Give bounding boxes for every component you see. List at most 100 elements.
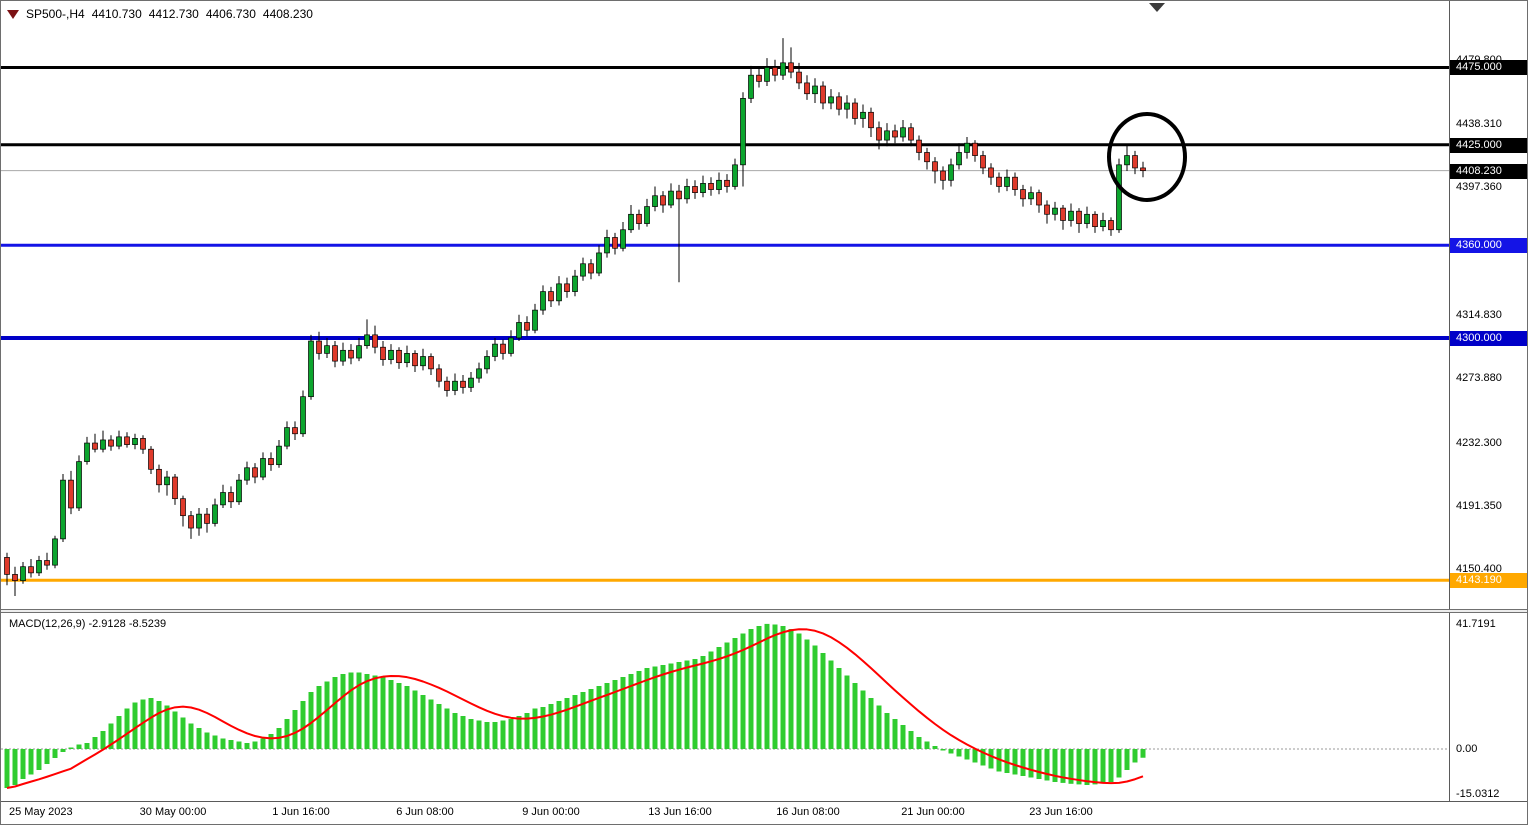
time-axis-label: 23 Jun 16:00 — [1029, 806, 1093, 818]
price-badge: 4143.190 — [1450, 573, 1527, 589]
macd-histogram-bar — [60, 749, 66, 752]
candle — [428, 356, 434, 370]
candle — [796, 71, 802, 84]
price-badge: 4475.000 — [1450, 60, 1527, 76]
candle — [196, 513, 202, 529]
candle — [556, 283, 562, 302]
candle — [44, 560, 50, 566]
candle — [668, 190, 674, 206]
macd-histogram-bar — [588, 689, 594, 749]
macd-histogram-bar — [860, 690, 866, 749]
macd-histogram-bar — [12, 749, 18, 785]
macd-axis-label: 41.7191 — [1456, 617, 1496, 630]
circle-annotation[interactable] — [1107, 112, 1187, 202]
macd-histogram-bar — [404, 686, 410, 749]
symbol-marker-icon — [7, 9, 19, 19]
macd-histogram-bar — [1028, 749, 1034, 778]
macd-histogram-bar — [324, 681, 330, 749]
macd-canvas[interactable] — [1, 613, 1449, 801]
macd-histogram-bar — [364, 674, 370, 749]
candle — [716, 179, 722, 190]
candle — [452, 380, 458, 391]
current-bar-marker-icon — [1149, 3, 1165, 12]
price-chart-pane[interactable]: SP500-,H4 4410.730 4412.730 4406.730 440… — [1, 1, 1449, 609]
macd-histogram-bar — [1092, 749, 1098, 785]
candle — [636, 213, 642, 224]
macd-histogram-bar — [492, 722, 498, 749]
macd-histogram-bar — [748, 629, 754, 749]
candle — [468, 377, 474, 388]
candle — [492, 343, 498, 357]
candle — [820, 85, 826, 104]
candle — [1140, 167, 1146, 172]
macd-histogram-bar — [844, 675, 850, 749]
macd-histogram-bar — [476, 720, 482, 749]
macd-histogram-bar — [1012, 749, 1018, 775]
candle — [548, 291, 554, 302]
candle — [332, 345, 338, 362]
macd-histogram-bar — [124, 708, 130, 749]
candle — [772, 67, 778, 76]
macd-histogram-bar — [332, 677, 338, 749]
candle — [108, 439, 114, 447]
candle — [292, 427, 298, 435]
candle — [132, 438, 138, 445]
macd-histogram-bar — [188, 723, 194, 749]
time-axis-label: 21 Jun 00:00 — [901, 806, 965, 818]
macd-histogram-bar — [28, 749, 34, 775]
price-chart-canvas[interactable] — [1, 1, 1449, 609]
macd-pane[interactable]: MACD(12,26,9) -2.9128 -8.5239 — [1, 613, 1449, 801]
candle — [604, 237, 610, 254]
macd-histogram-bar — [412, 690, 418, 749]
candle — [980, 155, 986, 169]
macd-histogram-bar — [452, 713, 458, 749]
macd-histogram-bar — [1124, 749, 1130, 770]
macd-histogram-bar — [836, 668, 842, 749]
macd-histogram-bar — [76, 744, 82, 749]
candle — [380, 346, 386, 360]
macd-histogram-bar — [148, 698, 154, 749]
candle — [804, 82, 810, 95]
candle — [700, 183, 706, 194]
candle — [92, 442, 98, 450]
macd-histogram-bar — [92, 737, 98, 749]
price-badge: 4360.000 — [1450, 238, 1527, 254]
price-badge: 4425.000 — [1450, 137, 1527, 153]
candle — [1116, 164, 1122, 231]
pane-splitter[interactable] — [1, 609, 1527, 613]
macd-histogram-bar — [108, 723, 114, 749]
candle — [212, 504, 218, 524]
macd-histogram-bar — [692, 659, 698, 749]
candle — [948, 164, 954, 181]
candle — [892, 130, 898, 138]
candle — [580, 263, 586, 277]
macd-histogram-bar — [956, 749, 962, 757]
candle — [1108, 220, 1114, 231]
candle — [172, 476, 178, 500]
price-axis-label: 4314.830 — [1456, 309, 1502, 322]
candle — [964, 142, 970, 153]
macd-histogram-bar — [620, 677, 626, 749]
candle — [324, 345, 330, 354]
candle — [220, 492, 226, 506]
macd-histogram-bar — [964, 749, 970, 760]
candle — [916, 139, 922, 153]
macd-histogram-bar — [572, 695, 578, 749]
macd-histogram-bar — [820, 653, 826, 749]
macd-histogram-bar — [484, 722, 490, 749]
macd-histogram-bar — [1052, 749, 1058, 782]
time-axis-label: 16 Jun 08:00 — [776, 806, 840, 818]
macd-histogram-bar — [676, 662, 682, 749]
candle — [988, 167, 994, 178]
macd-histogram-bar — [244, 743, 250, 749]
macd-histogram-bar — [596, 686, 602, 749]
candle — [1100, 220, 1106, 228]
macd-histogram-bar — [500, 720, 506, 749]
time-axis[interactable]: 25 May 2023 30 May 00:00 1 Jun 16:00 6 Jun … — [1, 801, 1527, 824]
macd-histogram-bar — [828, 660, 834, 749]
price-axis[interactable]: 4479.8004475.0004438.3104425.0004408.230… — [1449, 1, 1527, 801]
candle — [156, 468, 162, 486]
price-axis-label: 4191.350 — [1456, 499, 1502, 512]
macd-histogram-bar — [1116, 749, 1122, 778]
macd-histogram-bar — [172, 711, 178, 749]
